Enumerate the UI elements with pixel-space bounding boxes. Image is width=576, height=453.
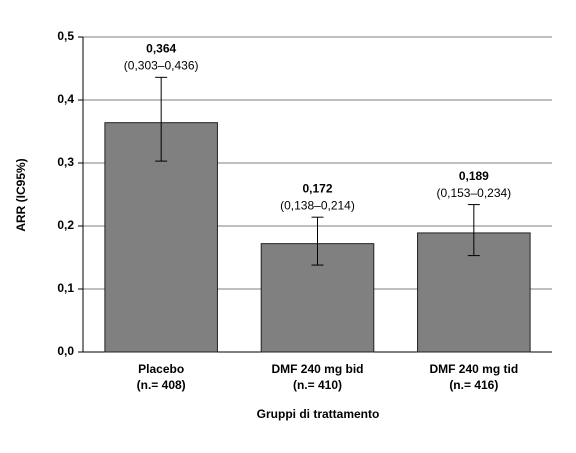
x-tick-label: (n.= 410)	[293, 378, 342, 392]
y-axis-label: ARR (IC95%)	[14, 158, 28, 231]
y-tick-label: 0,2	[57, 218, 74, 232]
value-label: 0,172	[302, 181, 332, 195]
value-label: 0,189	[459, 169, 489, 183]
y-tick-label: 0,4	[57, 92, 74, 106]
x-tick-label: DMF 240 mg bid	[271, 362, 363, 376]
x-tick-label: DMF 240 mg tid	[429, 362, 518, 376]
x-tick-label: (n.= 416)	[449, 378, 498, 392]
y-tick-label: 0,5	[57, 29, 74, 43]
ci-label: (0,138–0,214)	[280, 198, 355, 212]
ci-label: (0,303–0,436)	[124, 58, 199, 72]
ci-label: (0,153–0,234)	[436, 186, 511, 200]
x-axis-label: Gruppi di trattamento	[257, 407, 380, 421]
y-tick-label: 0,1	[57, 281, 74, 295]
value-label: 0,364	[146, 41, 176, 55]
y-tick-label: 0,0	[57, 344, 74, 358]
x-tick-label: (n.= 408)	[137, 378, 186, 392]
y-tick-label: 0,3	[57, 155, 74, 169]
x-tick-label: Placebo	[138, 362, 184, 376]
